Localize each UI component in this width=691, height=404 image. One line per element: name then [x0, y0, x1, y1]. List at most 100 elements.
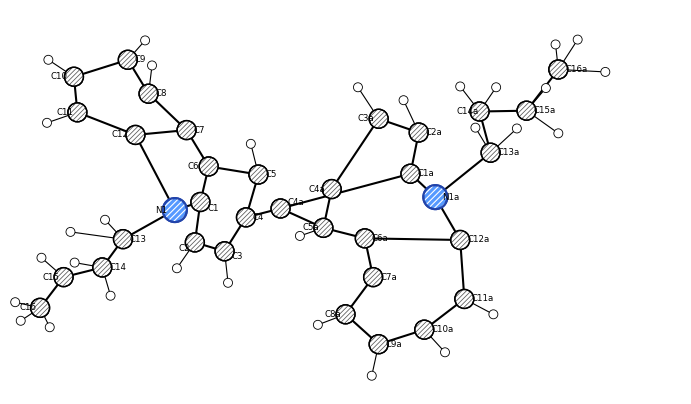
Circle shape: [573, 35, 583, 44]
Circle shape: [600, 67, 610, 76]
Circle shape: [118, 50, 138, 69]
Text: C8: C8: [155, 89, 167, 98]
Text: C12: C12: [112, 130, 129, 139]
Text: C7a: C7a: [380, 273, 397, 282]
Circle shape: [100, 215, 110, 224]
Circle shape: [246, 139, 256, 148]
Circle shape: [30, 298, 50, 318]
Circle shape: [54, 267, 73, 287]
Circle shape: [313, 320, 323, 329]
Text: C4: C4: [253, 213, 265, 222]
Circle shape: [45, 323, 55, 332]
Circle shape: [93, 258, 112, 277]
Text: C12a: C12a: [467, 236, 489, 244]
Circle shape: [451, 230, 470, 250]
Text: C13: C13: [130, 235, 147, 244]
Text: C11a: C11a: [471, 295, 493, 303]
Text: C10a: C10a: [431, 325, 453, 334]
Circle shape: [37, 253, 46, 262]
Circle shape: [42, 118, 52, 127]
Text: C5a: C5a: [303, 223, 319, 232]
Circle shape: [455, 82, 465, 91]
Text: C1: C1: [207, 204, 219, 213]
Text: C13a: C13a: [498, 148, 520, 157]
Circle shape: [481, 143, 500, 162]
Text: C10: C10: [50, 72, 68, 81]
Text: C2: C2: [178, 244, 190, 252]
Circle shape: [553, 129, 563, 138]
Text: C11: C11: [57, 108, 74, 117]
Circle shape: [66, 227, 75, 236]
Text: C15a: C15a: [533, 106, 556, 115]
Circle shape: [16, 316, 26, 325]
Circle shape: [314, 218, 333, 238]
Circle shape: [322, 179, 341, 199]
Text: C15: C15: [43, 273, 60, 282]
Circle shape: [424, 185, 447, 209]
Text: C14a: C14a: [456, 107, 478, 116]
Circle shape: [147, 61, 157, 70]
Circle shape: [223, 278, 233, 287]
Circle shape: [471, 123, 480, 132]
Circle shape: [363, 267, 383, 287]
Circle shape: [199, 157, 218, 176]
Circle shape: [70, 258, 79, 267]
Circle shape: [10, 298, 20, 307]
Text: C2a: C2a: [426, 128, 442, 137]
Circle shape: [295, 231, 305, 240]
Circle shape: [68, 103, 87, 122]
Circle shape: [409, 123, 428, 142]
Circle shape: [185, 233, 205, 252]
Circle shape: [271, 199, 290, 218]
Text: C9a: C9a: [386, 340, 402, 349]
Circle shape: [491, 83, 501, 92]
Circle shape: [415, 320, 434, 339]
Circle shape: [367, 371, 377, 380]
Text: C7: C7: [193, 126, 205, 135]
Circle shape: [336, 305, 355, 324]
Circle shape: [489, 310, 498, 319]
Circle shape: [355, 229, 375, 248]
Circle shape: [551, 40, 560, 49]
Circle shape: [369, 109, 388, 128]
Circle shape: [126, 125, 145, 145]
Circle shape: [106, 291, 115, 300]
Circle shape: [215, 242, 234, 261]
Circle shape: [236, 208, 256, 227]
Text: C16a: C16a: [565, 65, 587, 74]
Text: C3a: C3a: [358, 114, 375, 123]
Circle shape: [177, 120, 196, 140]
Circle shape: [353, 83, 363, 92]
Circle shape: [470, 102, 489, 121]
Circle shape: [191, 192, 210, 212]
Circle shape: [140, 36, 150, 45]
Circle shape: [172, 264, 182, 273]
Circle shape: [401, 164, 420, 183]
Text: C16: C16: [19, 303, 37, 312]
Circle shape: [399, 96, 408, 105]
Text: C9: C9: [135, 55, 146, 64]
Text: C14: C14: [109, 263, 126, 272]
Circle shape: [440, 348, 450, 357]
Text: C8a: C8a: [325, 310, 341, 319]
Text: C4a: C4a: [287, 198, 304, 207]
Circle shape: [369, 335, 388, 354]
Circle shape: [139, 84, 158, 103]
Text: C5: C5: [265, 170, 277, 179]
Text: N1: N1: [155, 206, 167, 215]
Text: C3: C3: [231, 252, 243, 261]
Circle shape: [517, 101, 536, 120]
Circle shape: [64, 67, 84, 86]
Circle shape: [541, 84, 551, 93]
Text: C4a: C4a: [308, 185, 325, 194]
Circle shape: [455, 289, 474, 309]
Text: N1a: N1a: [442, 193, 460, 202]
Text: C1a: C1a: [417, 169, 434, 178]
Circle shape: [512, 124, 522, 133]
Circle shape: [163, 198, 187, 222]
Circle shape: [249, 165, 268, 184]
Circle shape: [113, 229, 133, 249]
Text: C6: C6: [188, 162, 200, 171]
Text: C6a: C6a: [372, 234, 388, 243]
Circle shape: [549, 60, 568, 79]
